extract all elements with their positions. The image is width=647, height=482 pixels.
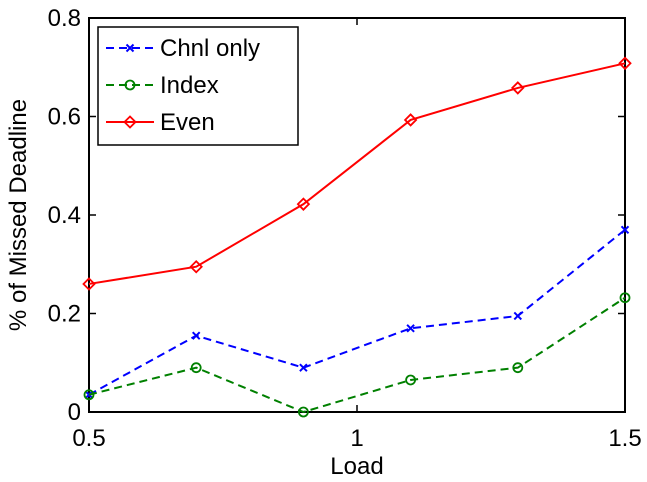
diamond-marker [618,56,632,71]
axis-ticks [88,17,626,413]
legend-label: Even [160,109,215,136]
diamond-marker [296,197,311,211]
x-marker [84,390,94,399]
x-marker [620,225,630,234]
circle-marker [512,362,524,374]
series-even [82,56,632,291]
legend-label: Index [160,72,219,99]
x-marker [299,363,308,372]
y-tick-label: 0.6 [48,104,81,131]
x-marker [191,331,201,340]
y-tick-label: 0.4 [48,202,81,229]
y-tick-label: 0 [68,399,81,426]
series-line [88,228,626,396]
circle-marker [83,389,95,401]
circle-marker [190,362,202,374]
diamond-marker [82,277,96,291]
series-layer [82,56,632,418]
series-line [88,296,626,414]
y-tick-label: 0.2 [48,301,81,328]
legend-entry: Index [106,72,219,99]
diamond-marker [403,113,418,127]
circle-marker [405,374,417,386]
circle-marker [619,292,631,304]
legend: Chnl only Index Even [97,26,299,146]
circle-marker [124,79,136,91]
x-tick-label: 0.5 [72,425,105,452]
x-marker [406,324,415,333]
series-chnl-only [84,225,630,399]
diamond-marker [511,81,525,95]
series-index [83,292,631,418]
series-line [88,62,626,285]
x-marker [125,43,135,53]
y-tick-label: 0.8 [48,5,81,32]
circle-marker [297,406,309,418]
legend-label: Chnl only [160,35,260,62]
y-axis-label: % of Missed Deadline [5,99,32,331]
x-tick-label: 1.5 [608,425,641,452]
tick-labels: 0.5 1 1.5 0 0.2 0.4 0.6 0.8 [48,5,642,452]
x-tick-label: 1 [350,425,363,452]
x-marker [513,311,523,321]
x-axis-label: Load [330,453,383,480]
diamond-marker [123,115,137,129]
legend-entry: Chnl only [106,35,260,62]
legend-entry: Even [106,109,215,136]
diamond-marker [189,259,203,274]
